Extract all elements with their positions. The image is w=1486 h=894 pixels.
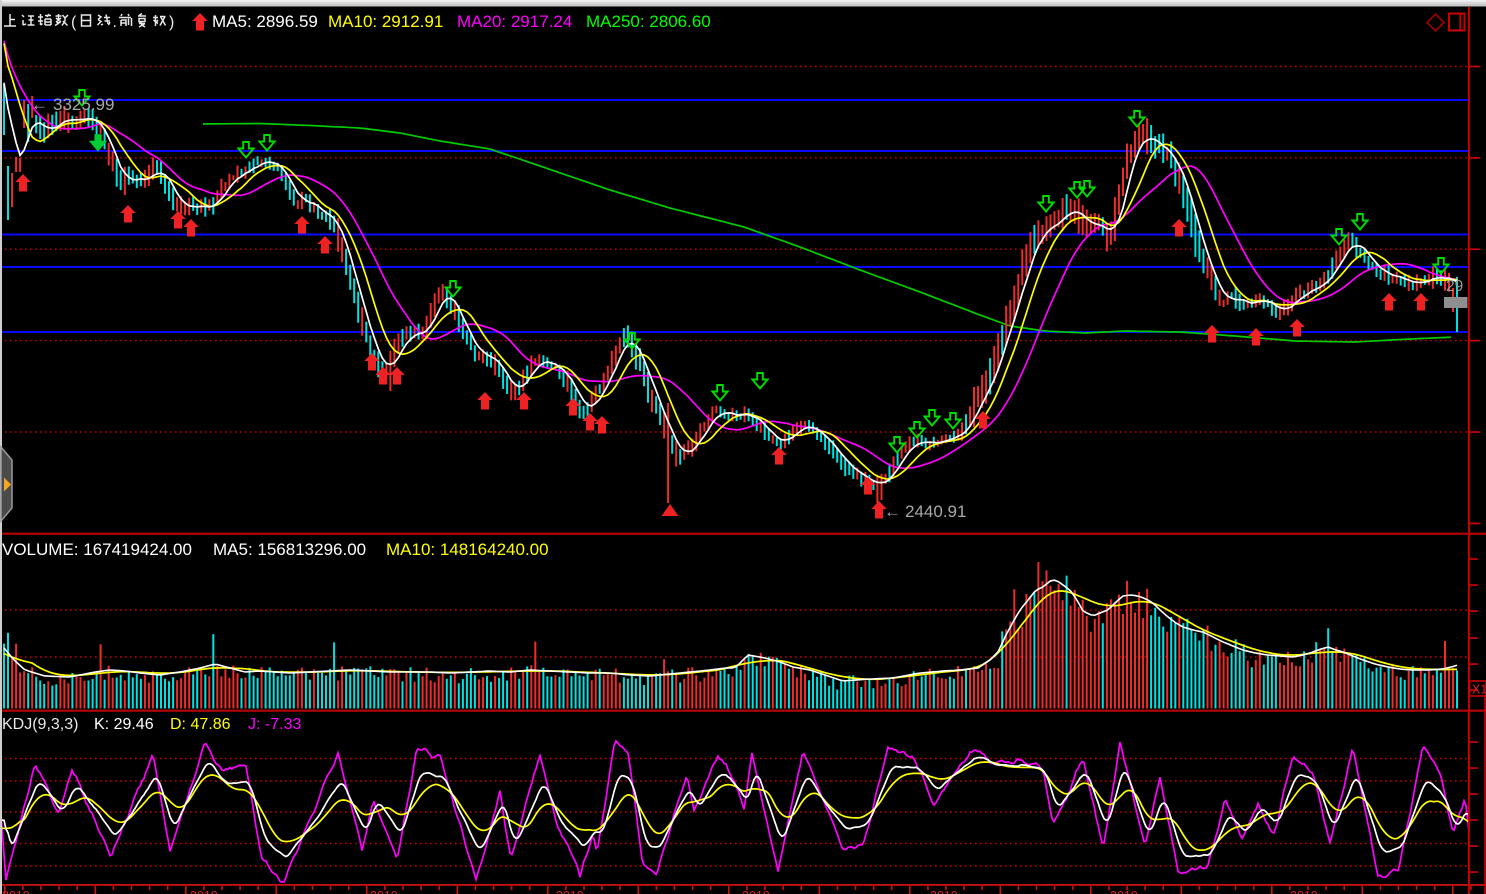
svg-text:MA5: 156813296.00: MA5: 156813296.00 (213, 540, 366, 559)
svg-text:2019: 2019 (370, 889, 398, 894)
svg-text:29: 29 (1446, 278, 1463, 295)
svg-text:.: . (113, 14, 117, 31)
svg-text:2019: 2019 (1110, 889, 1138, 894)
svg-text:3325.99: 3325.99 (53, 95, 114, 114)
svg-text:MA20: 2917.24: MA20: 2917.24 (457, 12, 572, 31)
svg-text:J: -7.33: J: -7.33 (248, 716, 301, 733)
svg-text:): ) (169, 14, 174, 31)
svg-text:KDJ(9,3,3): KDJ(9,3,3) (2, 716, 78, 733)
svg-text:MA10: 2912.91: MA10: 2912.91 (328, 12, 443, 31)
svg-text:MA250: 2806.60: MA250: 2806.60 (586, 12, 711, 31)
svg-text:D: 47.86: D: 47.86 (170, 716, 231, 733)
svg-text:VOLUME: 167419424.00: VOLUME: 167419424.00 (2, 540, 192, 559)
svg-text:2019: 2019 (930, 889, 958, 894)
svg-text:2019: 2019 (2, 889, 30, 894)
svg-text:←: ← (31, 95, 48, 114)
svg-text:2019: 2019 (742, 889, 770, 894)
svg-text:2019: 2019 (556, 889, 584, 894)
svg-text:2019: 2019 (1290, 889, 1318, 894)
svg-text:←: ← (884, 502, 901, 521)
svg-text:MA5: 2896.59: MA5: 2896.59 (212, 12, 318, 31)
svg-text:2019: 2019 (190, 889, 218, 894)
svg-text:K: 29.46: K: 29.46 (94, 716, 154, 733)
svg-text:2440.91: 2440.91 (905, 502, 966, 521)
svg-text:(: ( (71, 14, 77, 31)
svg-text:X1: X1 (1472, 683, 1486, 697)
svg-text:MA10: 148164240.00: MA10: 148164240.00 (386, 540, 549, 559)
